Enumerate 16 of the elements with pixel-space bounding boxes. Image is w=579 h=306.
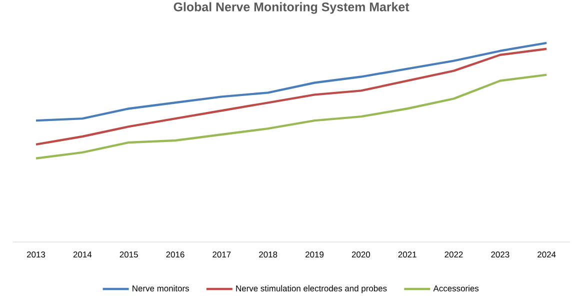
x-tick-label: 2017 — [212, 252, 231, 258]
x-tick-label: 2022 — [444, 252, 463, 258]
legend-label: Nerve monitors — [132, 285, 189, 292]
x-tick-label: 2016 — [166, 252, 184, 258]
x-tick-label: 2021 — [398, 252, 416, 258]
x-tick-label: 2024 — [538, 252, 556, 258]
x-tick-label: 2015 — [120, 252, 138, 258]
legend-label: Accessories — [433, 285, 479, 292]
x-tick-label: 2023 — [491, 252, 510, 258]
legend-label: Nerve stimulation electrodes and probes — [236, 285, 387, 294]
x-tick-label: 2020 — [352, 252, 370, 258]
x-tick-label: 2014 — [73, 252, 92, 258]
x-tick-label: 2019 — [306, 252, 324, 258]
x-tick-label: 2018 — [259, 252, 278, 258]
x-tick-label: 2013 — [27, 252, 46, 258]
chart-title: Global Nerve Monitoring System Market — [174, 2, 410, 14]
